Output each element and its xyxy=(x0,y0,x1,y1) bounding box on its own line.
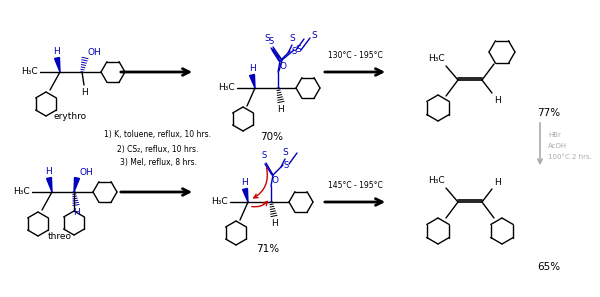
Text: threo: threo xyxy=(48,232,72,241)
Text: H: H xyxy=(242,178,248,187)
Text: OH: OH xyxy=(80,168,94,177)
Text: S: S xyxy=(291,47,296,56)
Text: H₃C: H₃C xyxy=(211,198,228,206)
Text: 2) CS₂, reflux, 10 hrs.: 2) CS₂, reflux, 10 hrs. xyxy=(118,145,199,154)
Text: H: H xyxy=(271,219,277,228)
FancyArrowPatch shape xyxy=(254,168,268,198)
Text: S: S xyxy=(311,31,317,40)
Text: 100°C 2 hrs.: 100°C 2 hrs. xyxy=(548,154,592,160)
Text: H: H xyxy=(73,208,79,217)
Text: 71%: 71% xyxy=(256,244,280,254)
Text: H₃C: H₃C xyxy=(22,67,38,77)
Text: O: O xyxy=(279,62,286,71)
Text: HBr: HBr xyxy=(548,132,561,138)
Text: OH: OH xyxy=(88,48,102,57)
Text: H: H xyxy=(278,105,284,114)
Text: S: S xyxy=(282,148,288,157)
Text: H: H xyxy=(53,47,61,56)
Polygon shape xyxy=(250,75,255,88)
Text: H: H xyxy=(494,96,501,105)
Text: 70%: 70% xyxy=(260,132,284,142)
Text: S: S xyxy=(284,160,289,170)
Text: 130°C - 195°C: 130°C - 195°C xyxy=(328,51,382,60)
Text: H₃C: H₃C xyxy=(218,83,235,92)
Text: H₃C: H₃C xyxy=(13,187,30,197)
Text: S: S xyxy=(289,34,295,43)
Text: 77%: 77% xyxy=(537,108,560,118)
FancyArrowPatch shape xyxy=(252,201,268,207)
Text: H: H xyxy=(80,88,88,97)
Text: H₃C: H₃C xyxy=(428,176,445,185)
Text: H: H xyxy=(248,64,256,73)
Text: S: S xyxy=(264,34,270,43)
Text: S: S xyxy=(268,37,274,46)
Text: AcOH: AcOH xyxy=(548,143,567,149)
Text: H₃C: H₃C xyxy=(428,54,445,63)
Text: H: H xyxy=(494,178,501,187)
Polygon shape xyxy=(74,178,79,192)
Text: erythro: erythro xyxy=(53,112,86,121)
Polygon shape xyxy=(242,188,248,202)
Text: 65%: 65% xyxy=(537,262,560,272)
Text: O: O xyxy=(272,176,279,185)
Polygon shape xyxy=(47,178,52,192)
Text: 3) MeI, reflux, 8 hrs.: 3) MeI, reflux, 8 hrs. xyxy=(119,158,197,167)
Text: S: S xyxy=(262,151,266,160)
Text: S: S xyxy=(295,45,301,55)
Text: 1) K, toluene, reflux, 10 hrs.: 1) K, toluene, reflux, 10 hrs. xyxy=(104,130,212,139)
Text: 145°C - 195°C: 145°C - 195°C xyxy=(328,181,382,190)
Polygon shape xyxy=(55,58,60,72)
Text: H: H xyxy=(46,167,52,176)
